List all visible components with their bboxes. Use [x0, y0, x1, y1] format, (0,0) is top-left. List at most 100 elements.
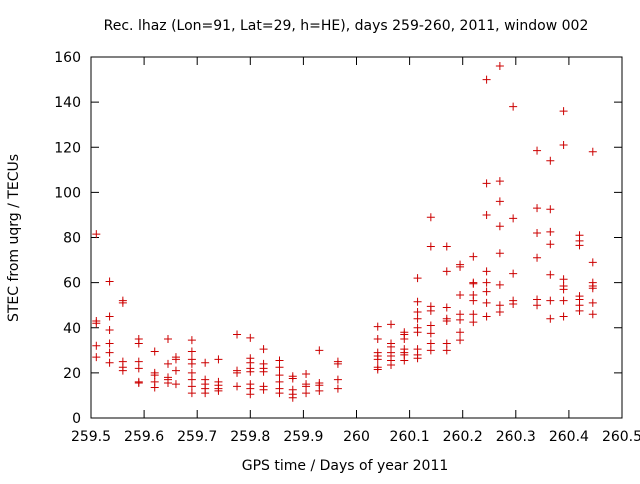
data-point: [400, 356, 409, 365]
data-point: [171, 355, 180, 364]
x-tick-label: 259.9: [283, 429, 323, 445]
data-point: [559, 140, 568, 149]
plot-frame: [90, 56, 623, 419]
y-tick-label: 60: [63, 276, 81, 292]
y-axis-label: STEC from uqrg / TECUs: [6, 154, 22, 322]
data-point: [533, 301, 542, 310]
data-point: [171, 380, 180, 389]
data-point: [333, 384, 342, 393]
data-point: [456, 328, 465, 337]
data-point: [546, 314, 555, 323]
data-point: [469, 310, 478, 319]
data-point: [482, 179, 491, 188]
data-point: [275, 371, 284, 380]
x-tick-label: 259.5: [71, 429, 111, 445]
data-point: [495, 249, 504, 258]
data-point: [442, 267, 451, 276]
data-point: [105, 312, 114, 321]
x-tick-label: 260.4: [549, 429, 589, 445]
data-point: [426, 213, 435, 222]
data-point: [588, 284, 597, 293]
data-point: [533, 204, 542, 213]
data-point: [533, 228, 542, 237]
data-point: [413, 314, 422, 323]
data-point: [275, 363, 284, 372]
data-point: [233, 368, 242, 377]
y-tick-label: 160: [54, 50, 81, 66]
x-tick-label: 259.7: [177, 429, 217, 445]
data-point: [413, 307, 422, 316]
y-tick-label: 40: [63, 321, 81, 337]
x-tick-label: 260.2: [443, 429, 483, 445]
data-point: [92, 319, 101, 328]
data-point: [275, 356, 284, 365]
data-point: [187, 368, 196, 377]
data-point: [259, 367, 268, 376]
data-point: [302, 389, 311, 398]
data-point: [509, 214, 518, 223]
data-point: [533, 146, 542, 155]
data-point: [150, 371, 159, 380]
data-point: [546, 296, 555, 305]
data-point: [187, 382, 196, 391]
data-point: [575, 306, 584, 315]
data-point: [201, 358, 210, 367]
data-point: [509, 300, 518, 309]
data-points-layer: [92, 62, 597, 402]
data-point: [302, 370, 311, 379]
data-point: [134, 379, 143, 388]
data-point: [105, 339, 114, 348]
data-point: [442, 339, 451, 348]
data-point: [495, 301, 504, 310]
data-point: [559, 285, 568, 294]
tick-label-layer: 259.5 259.6 259.7 259.8 259.9 260 260.1 260.2 26…: [54, 50, 640, 445]
data-point: [482, 298, 491, 307]
x-tick-label: 260.1: [390, 429, 430, 445]
data-point: [105, 326, 114, 335]
y-tick-label: 140: [54, 95, 81, 111]
data-point: [275, 377, 284, 386]
data-point: [275, 389, 284, 398]
data-point: [482, 267, 491, 276]
data-point: [426, 339, 435, 348]
data-point: [442, 303, 451, 312]
x-tick-label: 259.8: [230, 429, 270, 445]
data-point: [150, 347, 159, 356]
data-point: [134, 357, 143, 366]
y-tick-label: 120: [54, 140, 81, 156]
data-point: [495, 177, 504, 186]
data-point: [373, 322, 382, 331]
x-tick-label: 260.3: [496, 429, 536, 445]
data-point: [469, 318, 478, 327]
data-point: [373, 365, 382, 374]
data-point: [482, 312, 491, 321]
data-point: [442, 242, 451, 251]
data-point: [259, 345, 268, 354]
data-point: [456, 336, 465, 345]
data-point: [546, 156, 555, 165]
y-tick-label: 20: [63, 366, 81, 382]
data-point: [259, 385, 268, 394]
x-tick-label: 260: [343, 429, 370, 445]
data-point: [559, 275, 568, 284]
data-point: [92, 341, 101, 350]
data-point: [426, 346, 435, 355]
data-point: [214, 386, 223, 395]
data-point: [187, 359, 196, 368]
data-point: [495, 62, 504, 71]
data-point: [134, 339, 143, 348]
data-point: [442, 346, 451, 355]
data-point: [588, 258, 597, 267]
data-point: [426, 321, 435, 330]
data-point: [315, 346, 324, 355]
data-point: [373, 355, 382, 364]
data-point: [105, 277, 114, 286]
data-point: [469, 279, 478, 288]
data-point: [163, 359, 172, 368]
data-point: [546, 227, 555, 236]
data-point: [469, 252, 478, 261]
data-point: [426, 306, 435, 315]
data-point: [559, 296, 568, 305]
